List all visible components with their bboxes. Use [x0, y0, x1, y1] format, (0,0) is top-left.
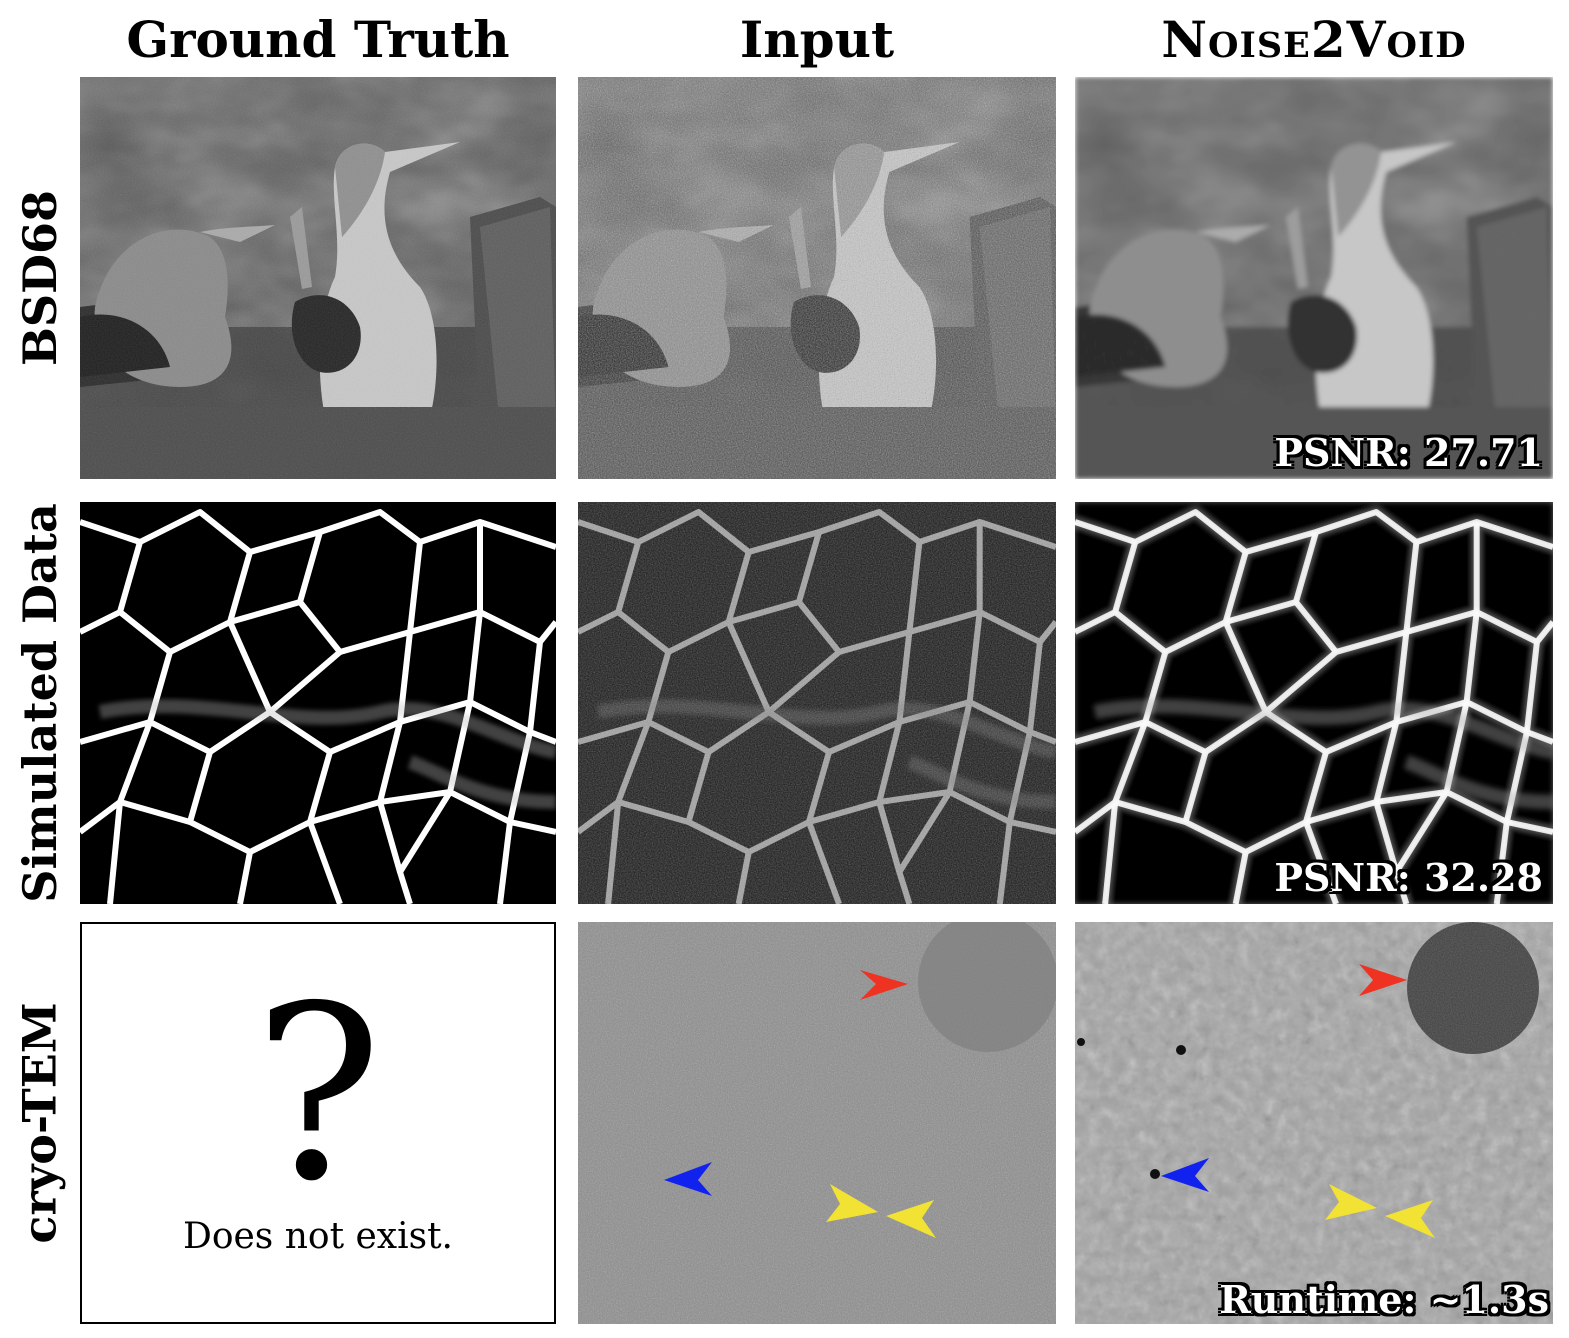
blue-arrow-icon [1161, 1158, 1209, 1192]
yellow-arrow-icon [1325, 1184, 1377, 1220]
simulated-noise2void-image: PSNR: 32.28 [1075, 502, 1553, 904]
row-header-cryo-tem-label: cryo-TEM [13, 1002, 67, 1244]
bsd68-input-image [578, 77, 1056, 479]
row-header-simulated-data: Simulated Data [8, 502, 72, 904]
red-arrow-icon [1359, 964, 1407, 996]
column-header-input: Input [739, 10, 895, 69]
row-header-bsd68: BSD68 [8, 77, 72, 479]
simulated-ground-truth-image [80, 502, 556, 904]
cryo-input-image [578, 922, 1056, 1324]
cryo-noise2void-image: Runtime: ~1.3s [1075, 922, 1553, 1324]
bsd68-psnr-label: PSNR: 27.71 [1274, 430, 1543, 475]
column-header-ground-truth: Ground Truth [126, 10, 510, 69]
cryo-ground-truth-missing-panel: ? Does not exist. [80, 922, 556, 1324]
simulated-psnr-label: PSNR: 32.28 [1274, 855, 1543, 900]
yellow-arrow-icon [826, 1184, 878, 1222]
row-header-cryo-tem: cryo-TEM [8, 922, 72, 1324]
blue-arrow-icon [664, 1162, 712, 1196]
row-header-bsd68-label: BSD68 [13, 189, 68, 367]
yellow-arrow-icon [886, 1200, 936, 1238]
bsd68-noise2void-image: PSNR: 27.71 [1075, 77, 1553, 479]
simulated-input-image [578, 502, 1056, 904]
ground-truth-missing-text: Does not exist. [182, 1216, 454, 1257]
bsd68-ground-truth-image [80, 77, 556, 479]
row-header-simulated-data-label: Simulated Data [13, 503, 68, 903]
cryo-runtime-label: Runtime: ~1.3s [1219, 1277, 1549, 1322]
column-header-noise2void: Noise2Void [1161, 10, 1467, 69]
question-mark-icon: ? [253, 954, 383, 1234]
yellow-arrow-icon [1385, 1200, 1435, 1238]
red-arrow-icon [860, 970, 908, 1000]
